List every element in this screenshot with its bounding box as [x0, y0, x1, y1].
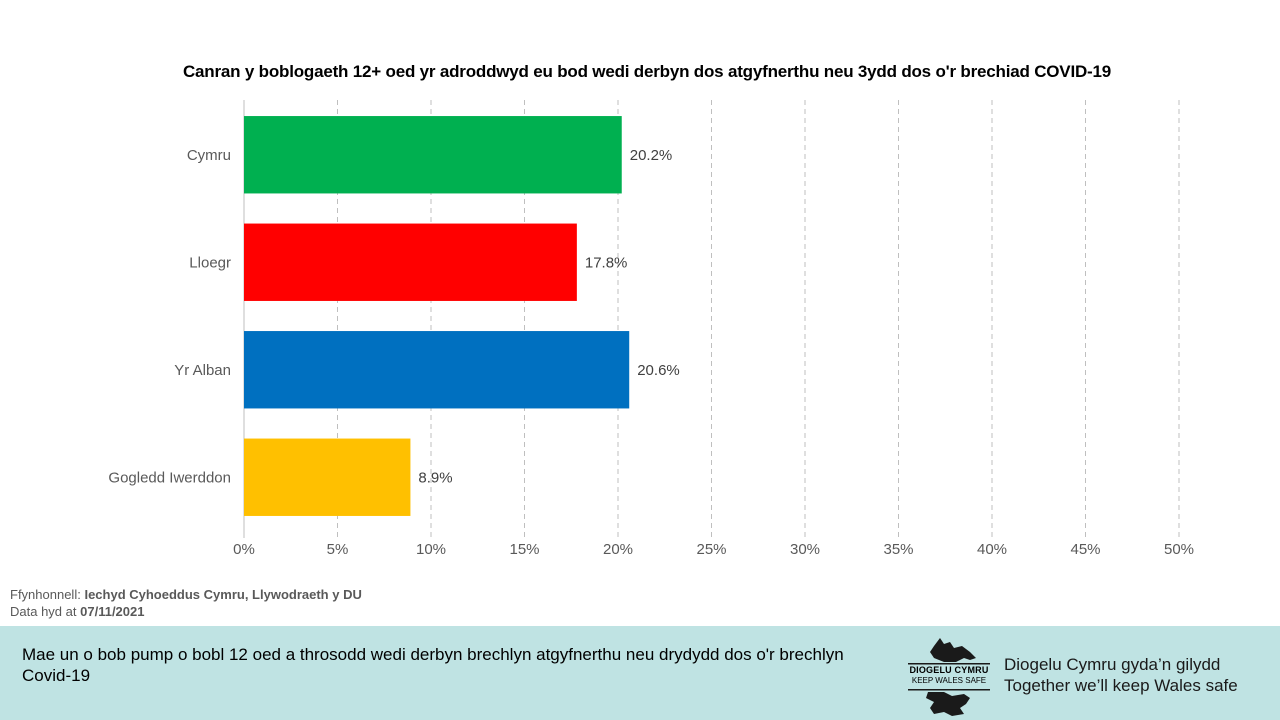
tagline: Diogelu Cymru gyda’n gilydd Together we’… — [1004, 654, 1238, 696]
logo-text-welsh: DIOGELU CYMRU — [909, 665, 989, 675]
data-label: 20.6% — [637, 362, 680, 379]
category-label: Gogledd Iwerddon — [108, 469, 231, 486]
bar-chart: 0% 5% 10% 15% 20% 25% 30% 35% 40% 45% 50% Cymru 20.2… — [108, 100, 1194, 558]
x-tick-label: 25% — [696, 541, 726, 558]
x-tick-label: 20% — [603, 541, 633, 558]
bar — [244, 223, 577, 301]
bar — [244, 116, 622, 194]
chart-title: Canran y boblogaeth 12+ oed yr adroddwyd… — [182, 62, 1112, 81]
tagline-english: Together we’ll keep Wales safe — [1004, 676, 1238, 695]
date-label: Data hyd at — [10, 604, 77, 619]
x-tick-label: 30% — [790, 541, 820, 558]
category-label: Cymru — [187, 147, 231, 164]
wales-map-logo-icon — [908, 638, 990, 716]
x-tick-label: 10% — [416, 541, 446, 558]
x-tick-label: 5% — [327, 541, 349, 558]
source-value: Iechyd Cyhoeddus Cymru, Llywodraeth y DU — [84, 587, 362, 602]
footer-message: Mae un o bob pump o bobl 12 oed a throso… — [22, 645, 844, 685]
x-tick-label: 45% — [1070, 541, 1100, 558]
logo-text-english: KEEP WALES SAFE — [911, 676, 987, 685]
tagline-welsh: Diogelu Cymru gyda’n gilydd — [1004, 655, 1221, 674]
date-value: 07/11/2021 — [80, 604, 145, 619]
x-tick-label: 15% — [509, 541, 539, 558]
data-label: 20.2% — [630, 147, 673, 164]
source-label: Ffynhonnell: — [10, 587, 81, 602]
data-label: 8.9% — [418, 469, 452, 486]
x-tick-label: 0% — [233, 541, 255, 558]
bar — [244, 331, 630, 409]
x-tick-label: 40% — [977, 541, 1007, 558]
data-label: 17.8% — [585, 254, 628, 271]
bar — [244, 438, 411, 516]
category-label: Yr Alban — [174, 362, 231, 379]
footer-banner: Mae un o bob pump o bobl 12 oed a throso… — [0, 626, 1280, 720]
x-tick-label: 35% — [883, 541, 913, 558]
source-note: Ffynhonnell: Iechyd Cyhoeddus Cymru, Lly… — [10, 586, 362, 620]
category-label: Lloegr — [189, 254, 231, 271]
x-tick-label: 50% — [1164, 541, 1194, 558]
